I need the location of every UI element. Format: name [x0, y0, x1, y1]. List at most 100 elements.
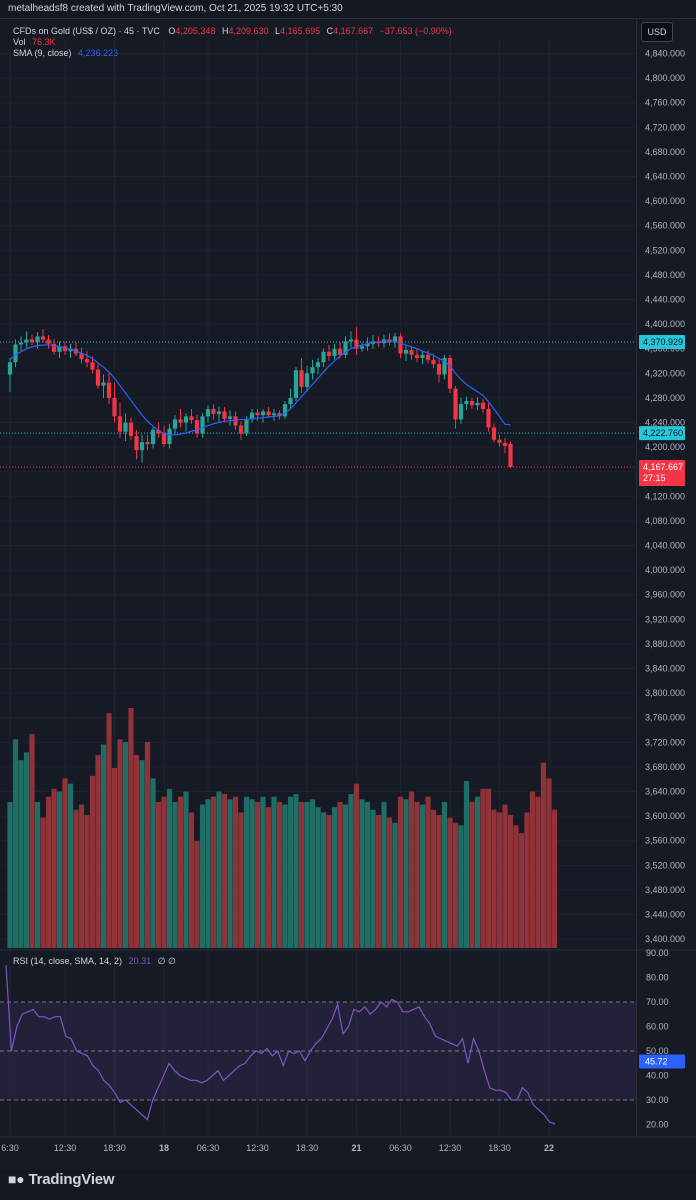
volume-bar — [128, 708, 134, 948]
candle-body — [200, 416, 205, 434]
volume-bar — [507, 814, 514, 948]
volume-bar — [425, 796, 431, 948]
time-axis-tick: 12:30 — [439, 1143, 462, 1153]
volume-bar — [441, 801, 448, 948]
volume-bar — [546, 778, 552, 948]
candle-body — [139, 442, 145, 451]
candle-body — [321, 351, 326, 363]
candle-body — [24, 339, 29, 343]
volume-bar — [348, 794, 354, 948]
volume-bar — [452, 822, 459, 948]
volume-bar — [342, 804, 349, 948]
volume-bar — [199, 804, 206, 948]
candle-body — [469, 400, 475, 406]
volume-bar — [254, 801, 261, 948]
volume-bar — [309, 799, 316, 948]
volume-bar — [551, 809, 558, 948]
time-axis-tick: 12:30 — [246, 1143, 269, 1153]
rsi-axis-tick: 40.00 — [646, 1071, 669, 1081]
candle-body — [84, 359, 90, 363]
sma-price-label-box — [639, 426, 685, 441]
volume-bar — [271, 796, 277, 948]
volume-bar — [359, 799, 365, 948]
volume-bar — [381, 801, 387, 948]
candle-body — [491, 427, 497, 440]
volume-bar — [397, 796, 404, 948]
time-axis-tick: 12:30 — [54, 1143, 77, 1153]
volume-bar — [133, 754, 140, 948]
close-value: 4,167.667 — [333, 26, 374, 36]
volume-bar — [458, 825, 464, 948]
price-axis-tick: 4,560.000 — [645, 221, 685, 231]
sma-legend: SMA (9, close) 4,236.223 — [13, 48, 118, 59]
price-axis-tick: 4,520.000 — [645, 245, 685, 255]
volume-bar — [12, 739, 19, 948]
chart-canvas[interactable]: 3,400.000 3,440.000 3,480.000 3,520.000 3,56… — [0, 0, 696, 1170]
currency-button[interactable]: USD — [641, 22, 673, 42]
price-axis-tick: 4,840.000 — [645, 49, 685, 59]
candle-body — [7, 362, 13, 375]
rsi-axis-tick: 30.00 — [646, 1095, 669, 1105]
candle-body — [288, 397, 293, 405]
close-label: C — [326, 26, 334, 36]
open-label: O — [168, 26, 176, 36]
volume-bar — [161, 796, 167, 948]
volume-bar — [23, 752, 30, 948]
candle-body — [249, 412, 255, 420]
price-axis-tick: 4,280.000 — [645, 393, 685, 403]
volume-bar — [315, 807, 321, 948]
volume-bar — [408, 791, 415, 948]
rsi-current-box — [639, 1054, 685, 1069]
volume-bar — [45, 796, 52, 948]
candle-body — [354, 339, 359, 349]
candle-body — [62, 346, 68, 352]
volume-bar — [293, 794, 299, 948]
volume-bar — [144, 741, 151, 948]
high-price-label: 4,370.929 — [643, 337, 683, 347]
price-axis-tick: 3,880.000 — [645, 639, 685, 649]
rsi-line — [5, 965, 556, 1125]
candle-body — [497, 439, 502, 443]
volume-bar — [155, 801, 162, 948]
volume-bar — [265, 807, 272, 948]
price-axis-tick: 3,840.000 — [645, 664, 685, 674]
candle-body — [266, 411, 271, 416]
candle-body — [167, 428, 172, 445]
time-axis-tick: 06:30 — [389, 1143, 412, 1153]
rsi-label[interactable]: RSI (14, close, SMA, 14, 2) — [13, 956, 123, 966]
candle-body — [359, 346, 365, 349]
volume-bar — [122, 741, 129, 948]
volume-bar — [518, 833, 525, 948]
volume-bar — [320, 812, 327, 948]
candle-body — [348, 339, 354, 342]
volume-bar — [298, 801, 305, 948]
volume-bar — [353, 783, 360, 948]
candle-body — [117, 416, 123, 432]
candle-body — [343, 341, 348, 355]
candle-body — [420, 354, 425, 358]
candle-body — [123, 422, 128, 432]
candle-body — [46, 339, 51, 344]
volume-bar — [95, 754, 101, 948]
price-axis-tick: 4,680.000 — [645, 147, 685, 157]
low-label: L — [275, 26, 281, 36]
candle-body — [178, 419, 183, 423]
time-axis-tick: 22 — [544, 1143, 554, 1153]
volume-bar — [238, 812, 244, 948]
attribution-bar: metalheadsf8 created with TradingView.co… — [0, 0, 696, 18]
price-axis-tick: 3,800.000 — [645, 688, 685, 698]
volume-legend: Vol 76.3K — [13, 37, 56, 48]
price-axis-tick: 4,720.000 — [645, 122, 685, 132]
volume-bar — [419, 804, 426, 948]
candle-body — [508, 444, 513, 467]
volume-bar — [513, 825, 519, 948]
time-axis-tick: 18 — [159, 1143, 169, 1153]
rsi-axis-tick: 50.00 — [646, 1046, 669, 1056]
symbol-name[interactable]: CFDs on Gold (US$ / OZ) · 45 · TVC — [13, 26, 160, 36]
sma-label[interactable]: SMA (9, close) — [13, 48, 72, 58]
candle-body — [106, 382, 112, 398]
price-axis-tick: 4,760.000 — [645, 98, 685, 108]
candle-body — [304, 373, 310, 387]
volume-label[interactable]: Vol — [13, 37, 26, 47]
price-axis-tick: 4,120.000 — [645, 491, 685, 501]
